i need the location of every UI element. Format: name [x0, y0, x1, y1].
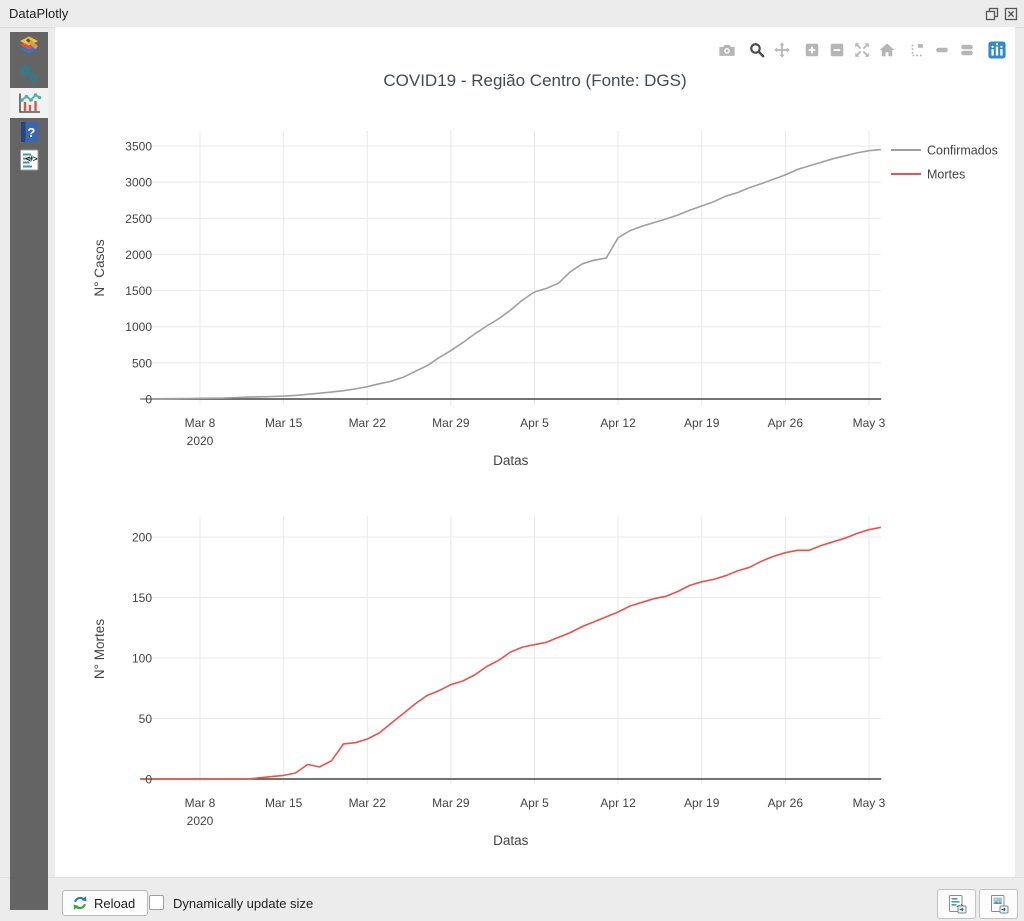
figure-title: COVID19 - Região Centro (Fonte: DGS) — [383, 71, 686, 90]
close-icon — [1004, 7, 1017, 20]
export-image-icon — [990, 895, 1008, 914]
titlebar: DataPlotly — [0, 0, 1024, 28]
svg-text:Mar 22: Mar 22 — [349, 416, 387, 430]
subplot-1: 0 500 1000 1500 2000 2500 3000 3500 Mar 8 2020 Mar… — [92, 131, 886, 468]
svg-text:Apr 5: Apr 5 — [520, 796, 549, 810]
svg-text:</>: </> — [25, 154, 37, 164]
svg-text:N° Casos: N° Casos — [92, 239, 107, 296]
svg-text:2020: 2020 — [187, 814, 214, 828]
svg-text:Mar 8: Mar 8 — [185, 416, 216, 430]
svg-text:Apr 12: Apr 12 — [600, 416, 636, 430]
svg-text:Mortes: Mortes — [927, 168, 965, 182]
sidebar-tab-help[interactable]: ? — [10, 118, 48, 146]
svg-text:Mar 22: Mar 22 — [349, 796, 387, 810]
hover-closest-icon[interactable] — [932, 40, 952, 60]
svg-text:1500: 1500 — [125, 284, 152, 298]
reset-home-icon[interactable] — [877, 40, 897, 60]
float-window-icon — [985, 7, 998, 20]
svg-text:0: 0 — [145, 393, 152, 407]
svg-text:Mar 29: Mar 29 — [432, 796, 470, 810]
legend-item-confirmados: Confirmados — [891, 144, 998, 158]
svg-text:100: 100 — [132, 652, 152, 666]
svg-text:2020: 2020 — [187, 434, 214, 448]
svg-text:Datas: Datas — [493, 833, 529, 848]
svg-text:0: 0 — [145, 773, 152, 787]
series-confirmados — [140, 148, 881, 400]
svg-text:Mar 8: Mar 8 — [185, 796, 216, 810]
svg-text:Mar 15: Mar 15 — [265, 416, 303, 430]
series-mortes — [140, 526, 882, 780]
reload-label: Reload — [94, 895, 136, 911]
export-html-icon: </> — [948, 895, 966, 914]
svg-text:3000: 3000 — [125, 176, 152, 190]
svg-text:Mar 29: Mar 29 — [432, 416, 470, 430]
autoscale-icon[interactable] — [852, 40, 872, 60]
svg-text:Datas: Datas — [493, 453, 529, 468]
code-page-icon: </> — [20, 149, 39, 171]
symbology-brush-icon — [20, 36, 38, 54]
reload-icon — [73, 896, 87, 910]
export-image-button[interactable] — [979, 889, 1018, 919]
svg-text:Apr 12: Apr 12 — [600, 796, 636, 810]
svg-text:Apr 19: Apr 19 — [684, 416, 720, 430]
svg-text:50: 50 — [139, 712, 153, 726]
subplot-2: 0 50 100 150 200 Mar 8 2020 Mar 15 Mar 22 Mar 29 A… — [92, 516, 886, 848]
svg-text:May 3: May 3 — [853, 796, 886, 810]
zoom-icon[interactable] — [747, 40, 767, 60]
help-book-icon: ? — [21, 122, 38, 142]
svg-text:?: ? — [27, 125, 35, 140]
svg-text:Confirmados: Confirmados — [927, 144, 998, 158]
svg-text:2000: 2000 — [125, 248, 152, 262]
svg-text:N° Mortes: N° Mortes — [92, 619, 107, 679]
sidebar-tab-code[interactable]: </> — [10, 146, 48, 174]
float-window-button[interactable] — [984, 6, 999, 21]
gears-icon — [19, 64, 39, 83]
spikelines-icon[interactable] — [907, 40, 927, 60]
reload-button[interactable]: Reload — [62, 890, 149, 916]
sidebar-tab-plot-style[interactable] — [10, 32, 48, 60]
plotly-logo-icon[interactable] — [987, 40, 1007, 60]
close-window-button[interactable] — [1003, 6, 1018, 21]
svg-text:150: 150 — [132, 591, 152, 605]
zoom-in-icon[interactable] — [802, 40, 822, 60]
window-title: DataPlotly — [9, 6, 69, 21]
legend-item-mortes: Mortes — [891, 168, 965, 182]
svg-text:Mar 15: Mar 15 — [265, 796, 303, 810]
dynamic-size-label: Dynamically update size — [173, 896, 314, 911]
export-html-button[interactable]: </> — [937, 889, 976, 919]
svg-text:500: 500 — [132, 356, 152, 370]
sidebar-tab-settings[interactable] — [10, 60, 48, 88]
svg-text:200: 200 — [132, 531, 152, 545]
svg-text:1000: 1000 — [125, 320, 152, 334]
svg-text:Apr 26: Apr 26 — [768, 416, 804, 430]
dynamic-size-checkbox[interactable] — [149, 895, 164, 910]
pan-icon[interactable] — [772, 40, 792, 60]
zoom-out-icon[interactable] — [827, 40, 847, 60]
sidebar-tab-plot-view[interactable] — [10, 88, 48, 118]
legend: Confirmados Mortes — [891, 144, 998, 182]
svg-text:Apr 26: Apr 26 — [768, 796, 804, 810]
svg-text:Apr 19: Apr 19 — [684, 796, 720, 810]
footer-bar: Reload Dynamically update size </> — [0, 877, 1024, 921]
svg-text:3500: 3500 — [125, 140, 152, 154]
svg-text:2500: 2500 — [125, 212, 152, 226]
chart-icon — [19, 93, 42, 113]
hover-compare-icon[interactable] — [957, 40, 977, 60]
sidebar-tabstrip: ? </> — [10, 32, 48, 910]
svg-text:May 3: May 3 — [853, 416, 886, 430]
plotly-modebar — [717, 40, 1007, 60]
plot-panel: 0 500 1000 1500 2000 2500 3000 3500 Mar 8 2020 Mar… — [55, 27, 1015, 877]
camera-icon[interactable] — [717, 40, 737, 60]
svg-text:Apr 5: Apr 5 — [520, 416, 549, 430]
